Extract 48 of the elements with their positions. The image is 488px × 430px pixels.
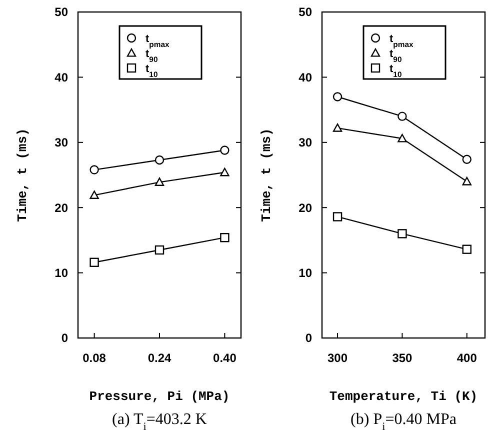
point xyxy=(220,232,230,242)
legend-label: t$_{10}$ xyxy=(390,62,402,78)
text: (a) T$_{i}$=403.2 K xyxy=(112,411,208,430)
point xyxy=(332,212,342,222)
x-tick-label: 400 xyxy=(456,351,478,365)
point xyxy=(220,146,230,155)
y-tick-label: 40 xyxy=(54,70,68,84)
y-tick-label: 20 xyxy=(298,200,312,215)
x-tick-label: 0.40 xyxy=(213,351,237,365)
point xyxy=(398,134,407,142)
x-axis-title: Pressure, Pi (MPa) xyxy=(89,389,230,404)
point xyxy=(332,92,342,102)
y-tick-label: 0 xyxy=(61,331,68,346)
point xyxy=(220,168,230,176)
y-tick-label: 50 xyxy=(54,5,68,20)
y-tick-label: 10 xyxy=(298,266,312,280)
point xyxy=(154,245,164,255)
x-axis-title: Temperature, Ti (K) xyxy=(329,389,478,404)
point xyxy=(90,165,99,174)
point xyxy=(90,190,99,200)
y-axis-title: Time, t (ms) xyxy=(259,128,274,222)
text: (b) P$_{i}$=0.40 MPa xyxy=(350,411,456,430)
legend-label: t$_{90}$ xyxy=(390,48,402,64)
point xyxy=(398,229,407,238)
point xyxy=(462,176,472,186)
y-tick-label: 0 xyxy=(305,331,312,346)
y-tick-label: 10 xyxy=(54,266,68,280)
x-tick-label: 350 xyxy=(392,351,413,365)
legend-label: t$_{90}$ xyxy=(146,48,158,64)
point xyxy=(90,258,99,267)
legend-label: t$_{pmax}$ xyxy=(390,32,414,48)
point xyxy=(398,112,407,121)
y-axis-title: Time, t (ms) xyxy=(15,128,30,222)
point xyxy=(154,178,164,186)
point xyxy=(154,155,164,165)
y-tick-label: 40 xyxy=(298,70,312,84)
y-tick-label: 30 xyxy=(54,136,68,150)
point xyxy=(462,154,472,164)
x-tick-label: 0.24 xyxy=(148,351,172,365)
x-tick-label: 300 xyxy=(328,351,348,365)
y-tick-label: 50 xyxy=(298,5,312,20)
legend-label: t$_{10}$ xyxy=(146,62,158,78)
legend-label: t$_{pmax}$ xyxy=(146,32,170,48)
point xyxy=(332,123,342,132)
y-tick-label: 30 xyxy=(298,136,312,150)
point xyxy=(462,244,472,254)
x-tick-label: 0.08 xyxy=(82,351,106,365)
y-tick-label: 20 xyxy=(54,200,68,215)
